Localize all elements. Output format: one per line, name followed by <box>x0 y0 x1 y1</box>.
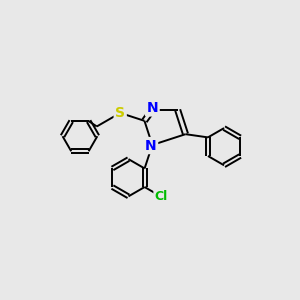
Text: N: N <box>145 139 157 153</box>
Text: Cl: Cl <box>155 190 168 203</box>
Text: N: N <box>146 101 158 115</box>
Text: S: S <box>115 106 125 120</box>
